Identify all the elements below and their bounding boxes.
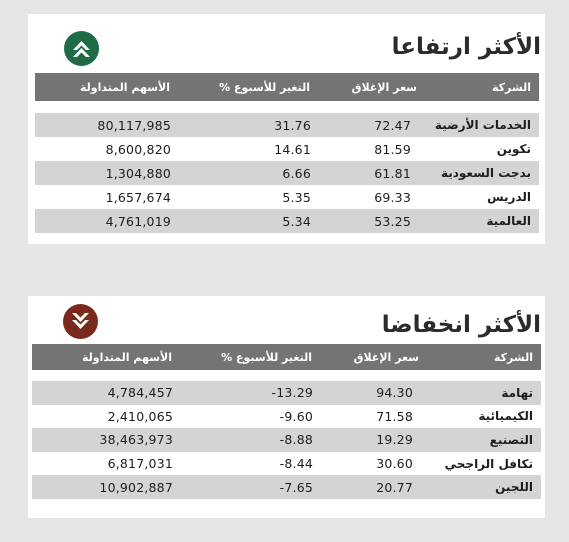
cell-volume: 10,902,887 bbox=[99, 479, 173, 495]
cell-change: -8.88 bbox=[279, 432, 313, 448]
cell-company: التصنيع bbox=[489, 432, 533, 447]
cell-close: 61.81 bbox=[374, 165, 411, 181]
losers-panel: الأكثر انخفاضا الشركة سعر الإغلاق التغير… bbox=[28, 296, 545, 518]
double-down-arrow-icon bbox=[63, 304, 98, 339]
losers-header: الأكثر انخفاضا bbox=[28, 296, 545, 351]
cell-company: الكيميائية bbox=[478, 409, 533, 424]
cell-close: 19.29 bbox=[376, 432, 413, 448]
cell-company: بدجت السعودية bbox=[440, 166, 531, 180]
cell-close: 69.33 bbox=[374, 189, 411, 205]
cell-volume: 4,784,457 bbox=[107, 385, 173, 401]
col-change: التغير للأسبوع % bbox=[219, 80, 310, 94]
col-volume: الأسهم المتداولة bbox=[79, 80, 170, 94]
cell-close: 81.59 bbox=[374, 141, 411, 157]
double-up-arrow-icon bbox=[64, 31, 99, 66]
gainers-table: الخدمات الأرضية 72.47 31.76 80,117,985 ت… bbox=[35, 113, 539, 233]
cell-company: الدريس bbox=[487, 190, 531, 204]
cell-change: 5.35 bbox=[282, 189, 311, 205]
cell-close: 94.30 bbox=[376, 385, 413, 401]
cell-change: -7.65 bbox=[279, 479, 313, 495]
cell-company: الخدمات الأرضية bbox=[434, 118, 531, 132]
col-change: التغير للأسبوع % bbox=[221, 350, 312, 364]
table-row: الكيميائية 71.58 -9.60 2,410,065 bbox=[32, 405, 541, 429]
cell-close: 53.25 bbox=[374, 213, 411, 229]
cell-company: تهامة bbox=[501, 385, 533, 400]
cell-close: 72.47 bbox=[374, 117, 411, 133]
cell-change: 6.66 bbox=[282, 165, 311, 181]
table-row: العالمية 53.25 5.34 4,761,019 bbox=[35, 209, 539, 233]
cell-change: -13.29 bbox=[271, 385, 313, 401]
cell-company: تكوين bbox=[496, 142, 531, 156]
cell-change: -8.44 bbox=[279, 456, 313, 472]
col-close: سعر الإغلاق bbox=[353, 350, 419, 364]
table-row: تهامة 94.30 -13.29 4,784,457 bbox=[32, 381, 541, 405]
cell-change: 31.76 bbox=[274, 117, 311, 133]
cell-volume: 1,304,880 bbox=[105, 165, 171, 181]
cell-close: 71.58 bbox=[376, 408, 413, 424]
gainers-panel: الأكثر ارتفاعا الشركة سعر الإغلاق التغير… bbox=[28, 14, 545, 244]
table-row: تكافل الراجحي 30.60 -8.44 6,817,031 bbox=[32, 452, 541, 476]
table-row: بدجت السعودية 61.81 6.66 1,304,880 bbox=[35, 161, 539, 185]
cell-volume: 6,817,031 bbox=[107, 456, 173, 472]
cell-close: 20.77 bbox=[376, 479, 413, 495]
cell-volume: 80,117,985 bbox=[97, 117, 171, 133]
cell-company: العالمية bbox=[486, 214, 531, 228]
table-row: الدريس 69.33 5.35 1,657,674 bbox=[35, 185, 539, 209]
col-company: الشركة bbox=[491, 80, 531, 94]
table-row: التصنيع 19.29 -8.88 38,463,973 bbox=[32, 428, 541, 452]
losers-table-header: الشركة سعر الإغلاق التغير للأسبوع % الأس… bbox=[32, 344, 541, 370]
cell-close: 30.60 bbox=[376, 456, 413, 472]
cell-change: -9.60 bbox=[279, 408, 313, 424]
cell-company: اللجين bbox=[495, 480, 533, 495]
table-row: تكوين 81.59 14.61 8,600,820 bbox=[35, 137, 539, 161]
gainers-header: الأكثر ارتفاعا bbox=[28, 14, 545, 69]
gainers-title: الأكثر ارتفاعا bbox=[391, 34, 541, 60]
table-row: اللجين 20.77 -7.65 10,902,887 bbox=[32, 475, 541, 499]
cell-change: 5.34 bbox=[282, 213, 311, 229]
col-company: الشركة bbox=[493, 350, 533, 364]
cell-volume: 4,761,019 bbox=[105, 213, 171, 229]
cell-company: تكافل الراجحي bbox=[444, 456, 533, 471]
losers-title: الأكثر انخفاضا bbox=[381, 312, 541, 338]
cell-volume: 8,600,820 bbox=[105, 141, 171, 157]
gainers-table-header: الشركة سعر الإغلاق التغير للأسبوع % الأس… bbox=[35, 73, 539, 101]
col-close: سعر الإغلاق bbox=[351, 80, 417, 94]
cell-volume: 2,410,065 bbox=[107, 408, 173, 424]
cell-volume: 38,463,973 bbox=[99, 432, 173, 448]
losers-table: تهامة 94.30 -13.29 4,784,457 الكيميائية … bbox=[32, 381, 541, 499]
table-row: الخدمات الأرضية 72.47 31.76 80,117,985 bbox=[35, 113, 539, 137]
col-volume: الأسهم المتداولة bbox=[81, 350, 172, 364]
cell-change: 14.61 bbox=[274, 141, 311, 157]
cell-volume: 1,657,674 bbox=[105, 189, 171, 205]
